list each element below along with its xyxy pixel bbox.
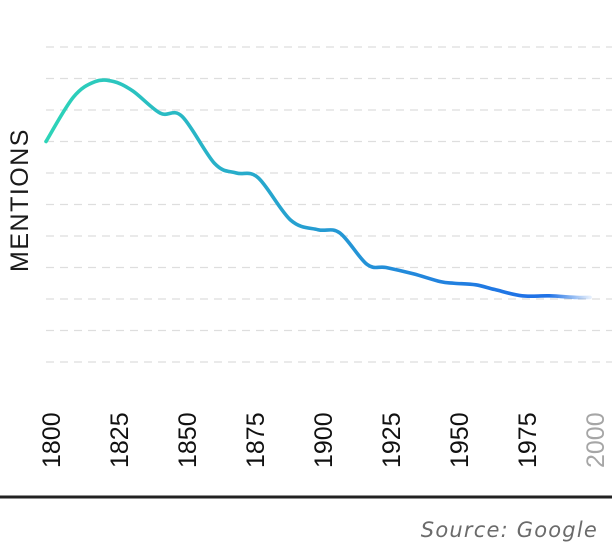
source-note: Source: Google: [421, 518, 598, 542]
x-tick-label: 1875: [242, 412, 270, 468]
x-tick-label: 1950: [446, 412, 474, 468]
y-axis-label: MENTIONS: [6, 128, 34, 272]
x-tick-label: 1825: [106, 412, 134, 468]
x-tick-label: 1850: [174, 412, 202, 468]
x-tick-label: 2000: [582, 412, 610, 468]
gridlines: [46, 46, 612, 363]
series-line: [44, 78, 592, 300]
x-tick-label: 1800: [38, 412, 66, 468]
x-tick-label: 1925: [378, 412, 406, 468]
x-axis-ticks: 1800 1825 1850 1875 1900 1925 1950 1975 2000: [38, 412, 610, 468]
x-tick-label: 1975: [514, 412, 542, 468]
x-tick-label: 1900: [310, 412, 338, 468]
